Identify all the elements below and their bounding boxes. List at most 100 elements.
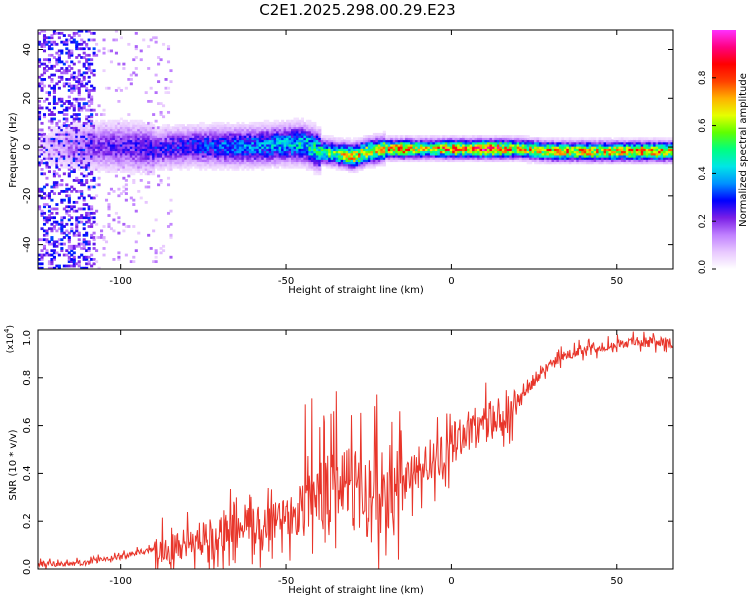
heatmap-cell [320, 135, 324, 138]
heatmap-cell [457, 150, 461, 154]
heatmap-cell [40, 42, 44, 46]
heatmap-cell [127, 126, 131, 130]
heatmap-cell [278, 143, 282, 147]
heatmap-cell [258, 150, 262, 154]
heatmap-cell [293, 154, 297, 158]
heatmap-cell [38, 150, 42, 154]
heatmap-cell [251, 157, 255, 160]
heatmap-cell [92, 130, 96, 134]
heatmap-cell [226, 159, 230, 163]
heatmap-cell [72, 157, 76, 160]
heatmap-cell [107, 128, 111, 132]
heatmap-cell [169, 132, 173, 136]
heatmap-cell [434, 141, 438, 145]
heatmap-cell [635, 159, 639, 163]
heatmap-cell [171, 152, 176, 156]
heatmap-cell [253, 135, 257, 138]
heatmap-cell [224, 165, 228, 169]
heatmap-cell [184, 150, 188, 154]
heatmap-cell [137, 161, 141, 165]
heatmap-cell [593, 146, 597, 149]
heatmap-cell [72, 108, 76, 112]
heatmap-cell [134, 47, 138, 51]
heatmap-cell [67, 231, 71, 235]
heatmap-cell [362, 152, 367, 156]
heatmap-cell [166, 168, 171, 171]
heatmap-cell [171, 163, 176, 167]
heatmap-cell [397, 146, 401, 149]
heatmap-cell [100, 154, 104, 158]
heatmap-cell [214, 135, 218, 138]
heatmap-cell [75, 157, 79, 160]
heatmap-cell [77, 69, 81, 73]
heatmap-cell [276, 143, 280, 147]
heatmap-cell [593, 159, 597, 163]
heatmap-cell [60, 31, 64, 35]
heatmap-cell [278, 148, 282, 152]
heatmap-cell [315, 172, 319, 176]
heatmap-cell [72, 132, 76, 136]
heatmap-cell [256, 124, 260, 127]
heatmap-cell [144, 137, 148, 141]
heatmap-cell [189, 150, 193, 154]
heatmap-cell [117, 146, 121, 149]
heatmap-cell [196, 132, 200, 136]
heatmap-cell [104, 124, 109, 127]
heatmap-cell [593, 157, 597, 160]
heatmap-cell [310, 168, 314, 171]
heatmap-cell [80, 73, 84, 77]
heatmap-cell [147, 137, 151, 141]
heatmap-cell [417, 143, 421, 147]
heatmap-cell [154, 139, 158, 143]
heatmap-cell [181, 150, 185, 154]
heatmap-cell [258, 135, 262, 138]
heatmap-cell [486, 139, 491, 143]
heatmap-cell [129, 82, 133, 86]
heatmap-cell [221, 152, 225, 156]
heatmap-cell [100, 152, 104, 156]
heatmap-cell [47, 159, 51, 163]
heatmap-cell [638, 152, 642, 156]
heatmap-cell [55, 130, 59, 134]
heatmap-cell [144, 152, 148, 156]
heatmap-cell [412, 139, 416, 143]
heatmap-cell [224, 139, 228, 143]
heatmap-cell [95, 130, 99, 134]
heatmap-cell [511, 154, 515, 158]
heatmap-cell [142, 141, 146, 145]
heatmap-cell [87, 211, 91, 215]
heatmap-cell [313, 124, 317, 127]
heatmap-cell [47, 266, 51, 269]
heatmap-cell [335, 168, 339, 171]
heatmap-cell [147, 141, 151, 145]
heatmap-cell [211, 161, 215, 165]
heatmap-cell [645, 148, 649, 152]
heatmap-cell [278, 150, 282, 154]
heatmap-cell [38, 117, 42, 121]
heatmap-cell [588, 159, 592, 163]
heatmap-cell [266, 148, 270, 152]
heatmap-cell [395, 152, 399, 156]
heatmap-cell [434, 139, 438, 143]
heatmap-cell [357, 148, 362, 152]
heatmap-cell [325, 152, 329, 156]
heatmap-cell [129, 157, 133, 160]
heatmap-cell [330, 148, 334, 152]
heatmap-cell [583, 137, 587, 141]
heatmap-cell [62, 157, 66, 160]
heatmap-cell [77, 260, 81, 264]
heatmap-cell [176, 143, 180, 147]
heatmap-cell [246, 124, 250, 127]
heatmap-cell [109, 161, 114, 165]
heatmap-cell [90, 84, 94, 88]
heatmap-cell [166, 126, 171, 130]
heatmap-cell [216, 124, 220, 127]
heatmap-cell [281, 146, 285, 149]
heatmap-cell [95, 157, 99, 160]
heatmap-cell [50, 86, 54, 90]
heatmap-cell [340, 163, 344, 167]
heatmap-cell [139, 137, 143, 141]
heatmap-cell [568, 137, 572, 141]
heatmap-cell [402, 146, 406, 149]
heatmap-cell [72, 244, 76, 248]
